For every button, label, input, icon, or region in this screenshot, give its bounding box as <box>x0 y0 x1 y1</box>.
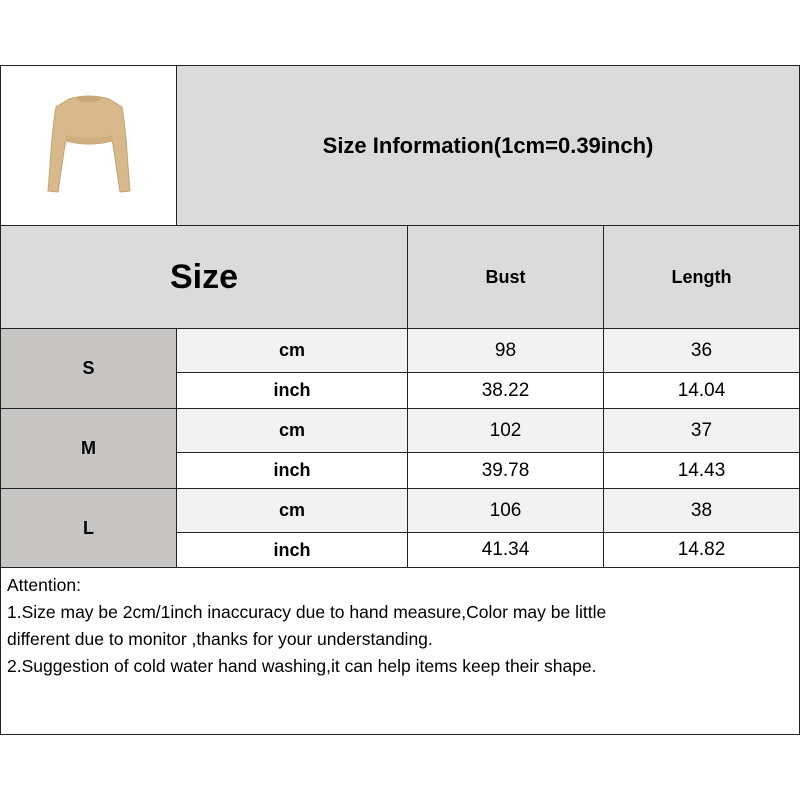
bust-value: 39.78 <box>407 452 604 489</box>
length-value: 14.82 <box>603 532 800 568</box>
length-value: 37 <box>603 408 800 453</box>
length-value: 14.04 <box>603 372 800 409</box>
unit-inch: inch <box>176 372 408 409</box>
attention-notes: Attention: 1.Size may be 2cm/1inch inacc… <box>0 567 800 735</box>
unit-inch: inch <box>176 452 408 489</box>
bust-value: 41.34 <box>407 532 604 568</box>
bust-value: 98 <box>407 328 604 373</box>
attention-line: 2.Suggestion of cold water hand washing,… <box>7 656 597 676</box>
size-label-m: M <box>0 408 177 489</box>
bust-value: 102 <box>407 408 604 453</box>
attention-line: different due to monitor ,thanks for you… <box>7 629 433 649</box>
attention-heading: Attention: <box>7 575 81 595</box>
unit-cm: cm <box>176 328 408 373</box>
product-image-cell <box>0 65 177 226</box>
length-value: 14.43 <box>603 452 800 489</box>
cropped-sweater-image <box>46 95 131 193</box>
bust-header: Bust <box>407 225 604 329</box>
page-title: Size Information(1cm=0.39inch) <box>176 65 800 226</box>
size-label-s: S <box>0 328 177 409</box>
unit-inch: inch <box>176 532 408 568</box>
bust-value: 106 <box>407 488 604 533</box>
unit-cm: cm <box>176 408 408 453</box>
bust-value: 38.22 <box>407 372 604 409</box>
length-value: 36 <box>603 328 800 373</box>
size-header: Size <box>0 225 408 329</box>
size-label-l: L <box>0 488 177 568</box>
unit-cm: cm <box>176 488 408 533</box>
length-value: 38 <box>603 488 800 533</box>
attention-line: 1.Size may be 2cm/1inch inaccuracy due t… <box>7 602 607 622</box>
length-header: Length <box>603 225 800 329</box>
